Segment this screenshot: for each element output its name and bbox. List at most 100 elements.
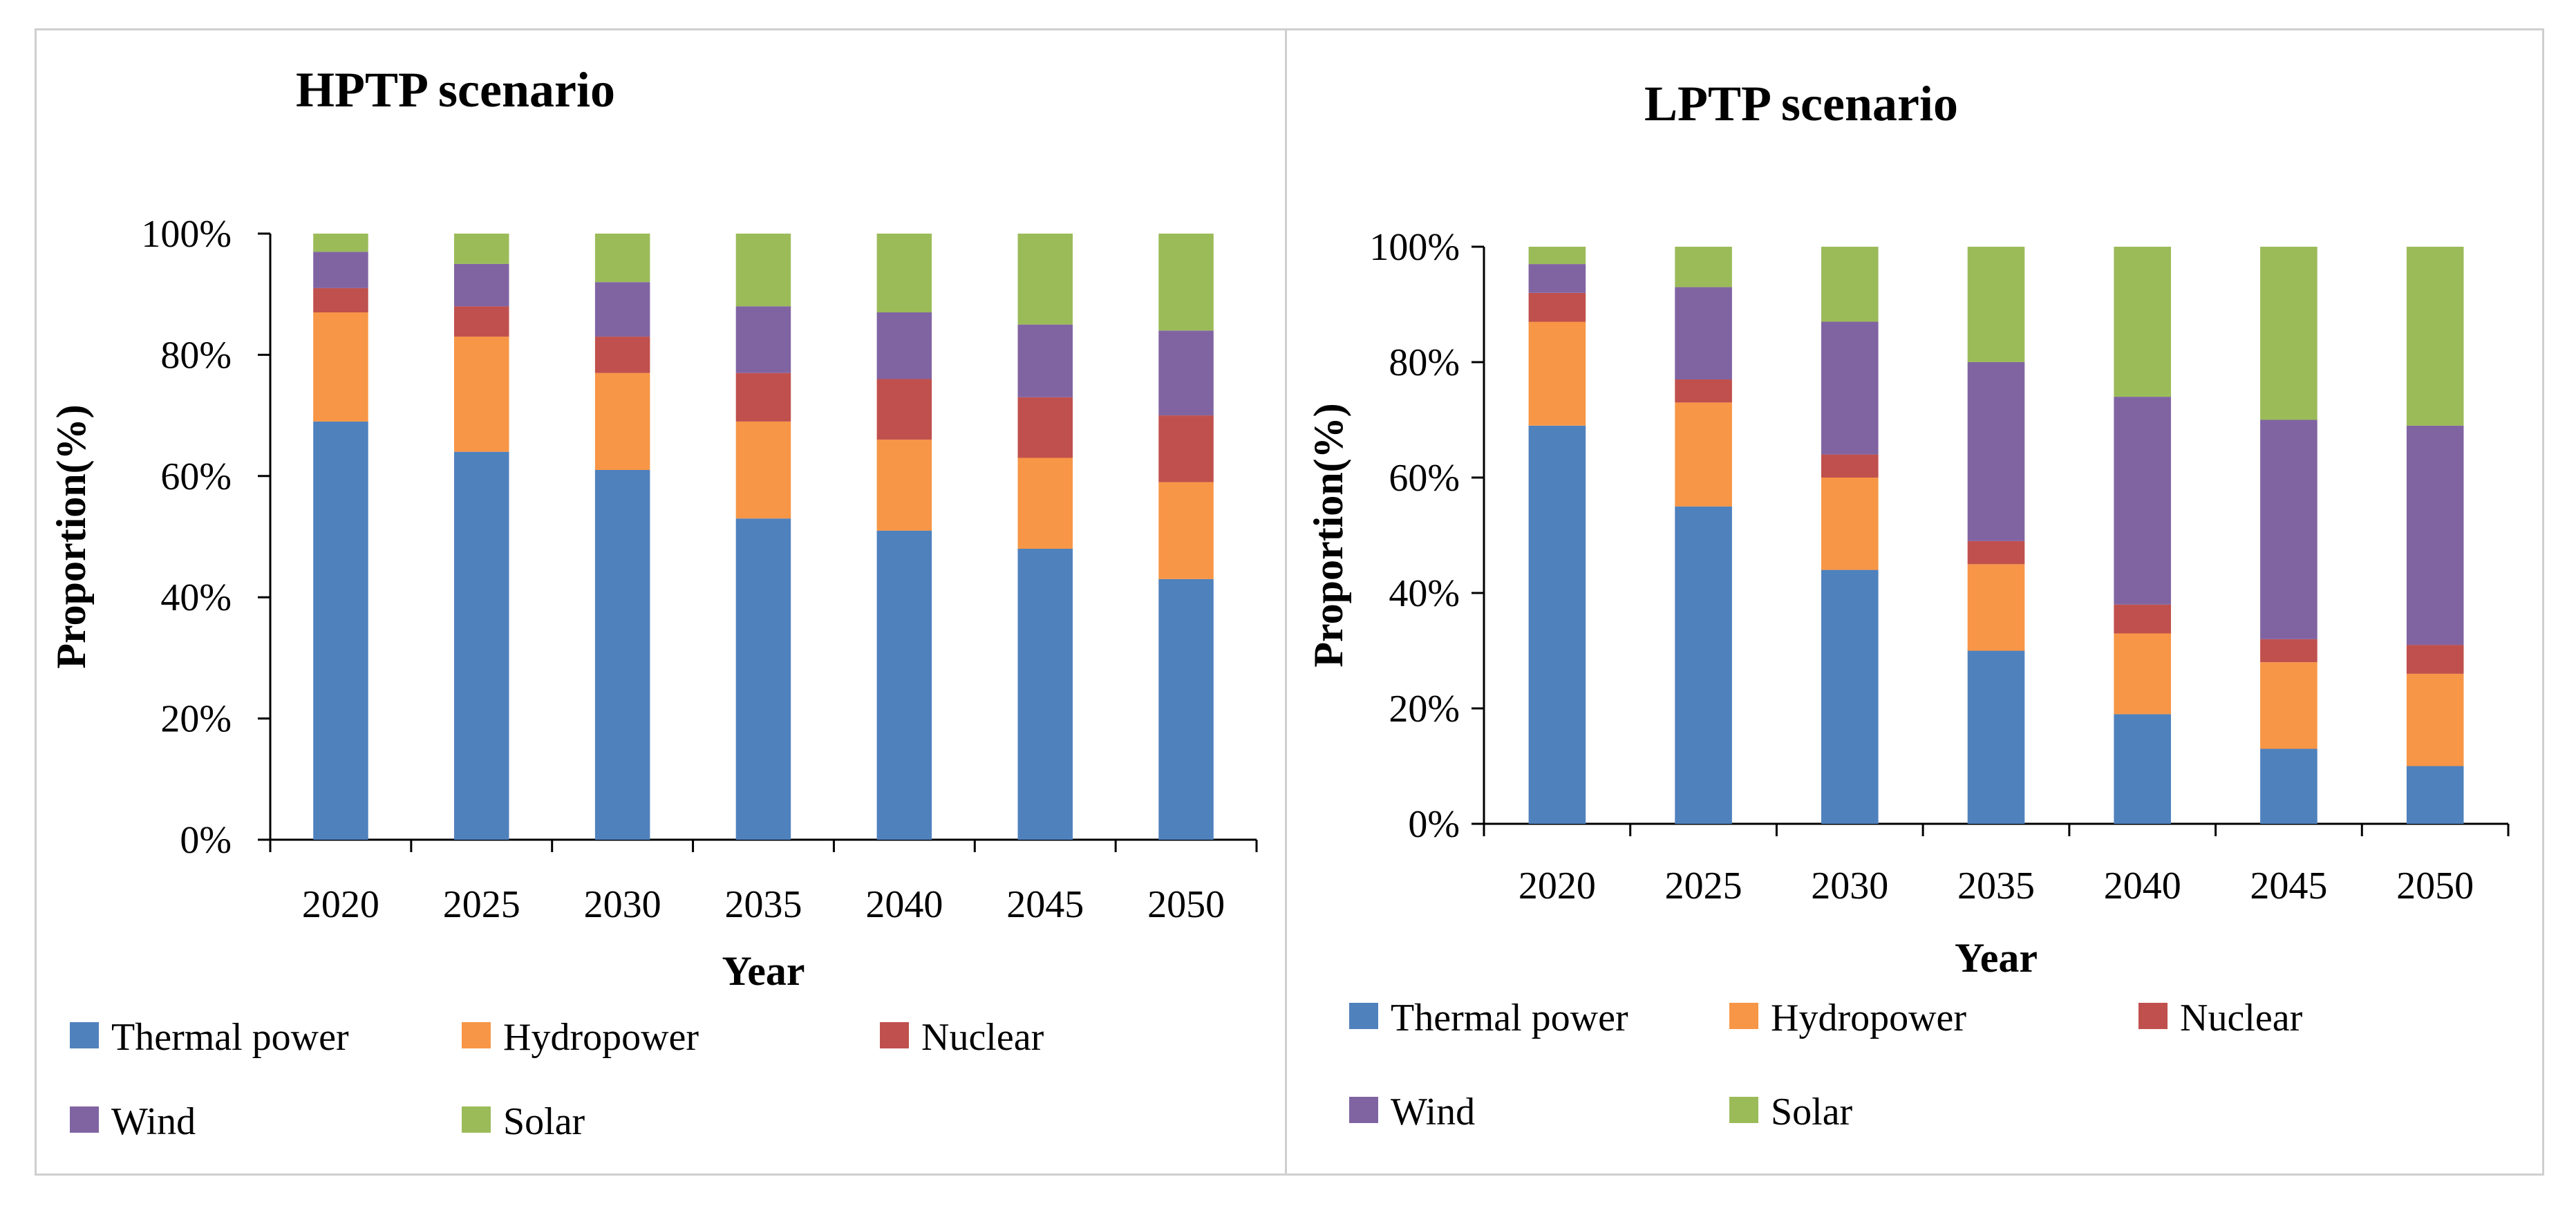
legend-swatch (1349, 1097, 1378, 1123)
bar-segment-nuclear-2040 (2114, 604, 2171, 634)
bar-segment-wind-2050 (1158, 330, 1214, 416)
bar-segment-solar-2040 (876, 234, 932, 312)
legend-item-thermal-power: Thermal power (70, 1016, 349, 1059)
bar-segment-solar-2040 (2114, 247, 2171, 397)
bar-segment-wind-2050 (2406, 425, 2464, 646)
legend-label: Nuclear (2180, 997, 2303, 1039)
bar-segment-hydropower-2045 (1017, 458, 1073, 549)
bar-segment-solar-2025 (454, 234, 509, 264)
legend-label: Thermal power (111, 1016, 349, 1059)
bar-segment-nuclear-2035 (735, 373, 791, 422)
bar-segment-thermal-power-2040 (876, 530, 932, 840)
bar-segment-nuclear-2045 (2260, 639, 2318, 663)
y-tick-label: 0% (1408, 803, 1460, 846)
bar-segment-wind-2020 (313, 252, 368, 288)
bar-segment-thermal-power-2040 (2114, 714, 2171, 824)
x-tick-label: 2040 (2104, 865, 2181, 907)
bar-segment-thermal-power-2045 (1017, 549, 1073, 840)
bar-segment-solar-2030 (594, 234, 650, 283)
legend-item-thermal-power: Thermal power (1349, 997, 1628, 1039)
bar-segment-nuclear-2050 (1158, 415, 1214, 482)
legend-item-nuclear: Nuclear (2138, 997, 2303, 1039)
legend: Thermal power Hydropower Nuclear Wind Solar (1349, 997, 2303, 1133)
legend-label: Solar (503, 1100, 585, 1143)
lptp-chart: LPTP scenario 0% 20% 40% 60% 80% 100% 2020 2025 2… (1306, 76, 2510, 1133)
y-axis-title: Proportion(%) (1306, 403, 1351, 667)
x-tick-label: 2035 (725, 883, 802, 926)
y-tick-label: 100% (1369, 226, 1460, 269)
x-tick-label: 2030 (584, 883, 661, 926)
legend-label: Hydropower (503, 1016, 699, 1059)
bar-segment-hydropower-2030 (594, 373, 650, 470)
x-axis-title: Year (722, 948, 805, 994)
bar-segment-thermal-power-2050 (2406, 766, 2464, 824)
chart-title: HPTP scenario (296, 62, 615, 117)
legend-item-wind: Wind (70, 1100, 196, 1143)
bar-segment-thermal-power-2025 (454, 451, 509, 840)
bar-segment-thermal-power-2025 (1675, 506, 1732, 825)
y-tick-label: 0% (180, 819, 232, 862)
x-axis-title: Year (1955, 935, 2038, 981)
bar-segment-hydropower-2050 (1158, 482, 1214, 579)
legend-swatch (462, 1106, 491, 1133)
legend-swatch (70, 1022, 99, 1048)
hptp-chart: HPTP scenario 0% 20% 40% 60% 80% 100% 2020 2025 2… (48, 62, 1258, 1143)
legend-label: Wind (1391, 1091, 1475, 1133)
y-tick-label: 20% (1389, 688, 1460, 731)
bar-segment-thermal-power-2050 (1158, 578, 1214, 840)
legend-item-solar: Solar (462, 1100, 585, 1143)
bar-segment-solar-2045 (2260, 247, 2318, 420)
legend-item-wind: Wind (1349, 1091, 1475, 1133)
bar-segment-wind-2025 (454, 263, 509, 307)
bar-segment-nuclear-2045 (1017, 397, 1073, 458)
bar-segment-nuclear-2050 (2406, 645, 2464, 674)
bar-segment-nuclear-2020 (1528, 292, 1586, 322)
legend-item-nuclear: Nuclear (880, 1016, 1044, 1059)
bar-segment-hydropower-2020 (313, 312, 368, 422)
bar-segment-hydropower-2025 (454, 337, 509, 452)
bar-segment-wind-2030 (1821, 321, 1879, 455)
bar-segment-nuclear-2025 (454, 306, 509, 337)
bar-segment-wind-2030 (594, 282, 650, 337)
bar-segment-nuclear-2025 (1675, 379, 1732, 403)
x-tick-label: 2025 (1665, 865, 1742, 907)
x-tick-label: 2050 (2396, 865, 2474, 907)
bar-segment-solar-2035 (735, 234, 791, 307)
bar-segment-hydropower-2040 (2114, 633, 2171, 715)
bar-segment-solar-2030 (1821, 247, 1879, 322)
bar-segment-thermal-power-2020 (1528, 425, 1586, 824)
bar-segment-hydropower-2045 (2260, 662, 2318, 749)
bar-segment-wind-2045 (2260, 420, 2318, 639)
x-tick-label: 2030 (1811, 865, 1888, 907)
bar-segment-hydropower-2030 (1821, 478, 1879, 570)
legend-swatch (2138, 1003, 2168, 1029)
y-tick-label: 40% (1389, 572, 1460, 615)
bar-segment-wind-2020 (1528, 264, 1586, 293)
bar-segment-thermal-power-2020 (313, 421, 368, 840)
legend: Thermal power Hydropower Nuclear Wind Solar (70, 1016, 1044, 1143)
bar-segment-wind-2035 (1967, 362, 2025, 541)
x-tick-label: 2020 (1519, 865, 1596, 907)
bar-segment-thermal-power-2035 (735, 518, 791, 840)
legend-item-hydropower: Hydropower (462, 1016, 699, 1059)
legend-swatch (462, 1022, 491, 1048)
bar-segment-hydropower-2035 (1967, 564, 2025, 651)
legend-label: Wind (111, 1100, 196, 1143)
legend-swatch (1729, 1097, 1758, 1123)
y-tick-label: 80% (160, 334, 232, 377)
bar-segment-solar-2045 (1017, 234, 1073, 325)
legend-item-solar: Solar (1729, 1091, 1853, 1133)
x-tick-label: 2045 (2250, 865, 2327, 907)
y-tick-label: 100% (141, 213, 232, 256)
legend-swatch (880, 1022, 909, 1048)
bar-segment-wind-2035 (735, 306, 791, 373)
y-tick-label: 80% (1389, 341, 1460, 384)
bar-segment-nuclear-2020 (313, 288, 368, 312)
legend-swatch (70, 1106, 99, 1133)
y-tick-label: 60% (1389, 457, 1460, 500)
bar-segment-nuclear-2035 (1967, 540, 2025, 565)
x-tick-label: 2045 (1006, 883, 1084, 926)
bar-segment-wind-2040 (876, 312, 932, 379)
bar-segment-solar-2020 (1528, 247, 1586, 265)
